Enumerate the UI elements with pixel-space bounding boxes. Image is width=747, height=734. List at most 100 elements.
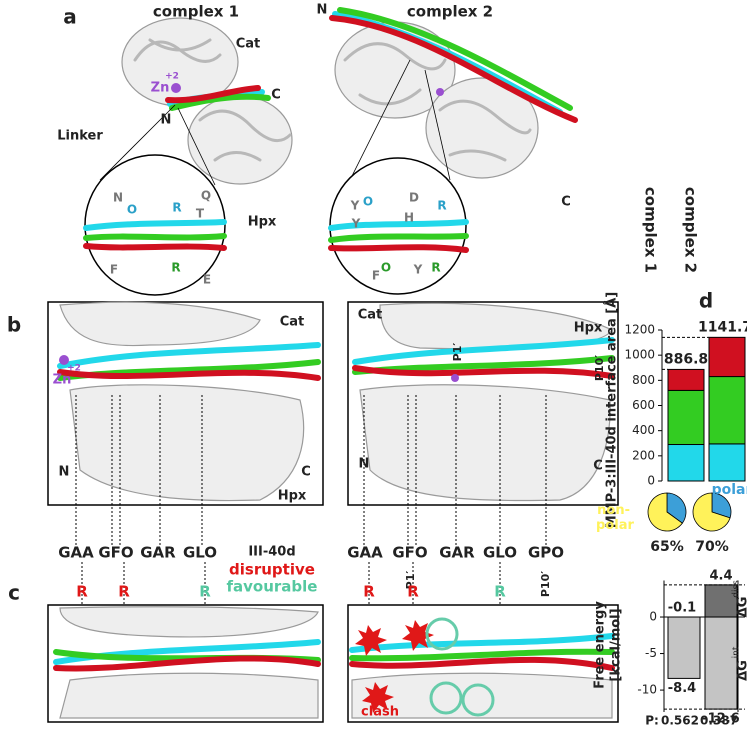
residue-label: Y	[350, 199, 360, 213]
label: P10′	[593, 355, 606, 381]
legend-label: ΔG	[736, 660, 747, 681]
residue-label: D	[409, 191, 419, 205]
label: Cat	[280, 315, 305, 330]
residue-label: R	[407, 583, 419, 601]
residue-label: H	[404, 211, 414, 225]
label: P1′	[451, 343, 464, 362]
total-label: 886.8	[664, 351, 708, 367]
triplet-label: GAR	[439, 544, 475, 562]
legend-label: ΔG	[736, 597, 747, 618]
y-tick-label: 800	[632, 373, 655, 387]
residue-label: N	[113, 191, 123, 205]
label: P1′	[404, 571, 417, 590]
detail-view	[47, 604, 619, 723]
bar-segment	[708, 376, 746, 445]
residue-label: R	[494, 583, 506, 601]
p-value: 0.562	[661, 714, 699, 728]
p-label: P:	[645, 714, 659, 728]
panel-title: complex 2	[407, 3, 493, 21]
protein-cartoon	[83, 7, 578, 296]
y-tick-label: 400	[632, 423, 655, 437]
label: C	[561, 195, 571, 210]
value-label: -12.6	[702, 712, 739, 727]
pie-legend: polar	[712, 482, 747, 498]
y-tick-label: 600	[632, 398, 655, 412]
column-header: complex 1	[642, 187, 660, 273]
residue-label: O	[363, 195, 373, 209]
residue-label: R	[431, 261, 440, 275]
y-tick-label: -5	[645, 646, 657, 660]
pie-slice	[692, 492, 731, 532]
value-label: 4.4	[709, 568, 732, 583]
residue-label: T	[196, 207, 205, 221]
label: C	[593, 459, 603, 474]
y-tick-label: -10	[637, 683, 657, 697]
y-axis-title: MMP-3:III-40d interface area [Å]	[604, 292, 620, 529]
bar	[704, 616, 738, 710]
residue-label: F	[372, 269, 380, 283]
y-axis-title: Free energy	[593, 601, 608, 689]
residue-label: R	[437, 199, 446, 213]
residue-label: O	[381, 261, 391, 275]
triplet-label: GFO	[392, 544, 427, 562]
bar	[667, 616, 701, 679]
label: disruptive	[229, 561, 315, 579]
bar-segment	[667, 444, 705, 482]
residue-label: R	[199, 583, 211, 601]
bar-segment	[708, 336, 746, 378]
triplet-label: GPO	[528, 544, 564, 562]
residue-label: Y	[351, 217, 361, 231]
panel-label: c	[8, 581, 20, 605]
y-tick-label: 0	[647, 474, 655, 488]
y-tick-label: 1000	[624, 348, 655, 362]
label: Zn	[53, 373, 72, 388]
value-label: -0.1	[668, 601, 696, 616]
y-tick-label: 0	[649, 610, 657, 624]
residue-label: R	[76, 583, 88, 601]
label: favourable	[227, 578, 318, 596]
triplet-label: GLO	[483, 544, 517, 562]
label: N	[359, 457, 370, 472]
label: Hpx	[574, 321, 603, 336]
bar-segment	[708, 443, 746, 482]
pie-value-label: 65%	[650, 539, 684, 555]
surface-view	[47, 301, 619, 506]
pie-slice	[647, 492, 683, 532]
residue-label: Y	[413, 263, 423, 277]
triplet-label: GLO	[183, 544, 217, 562]
residue-label: R	[171, 261, 180, 275]
bar-segment	[667, 368, 705, 391]
label: N	[161, 113, 172, 128]
value-label: -8.4	[668, 681, 696, 696]
residue-label: R	[363, 583, 375, 601]
label: clash	[361, 705, 399, 720]
label: C	[301, 465, 311, 480]
panel-label: a	[63, 5, 77, 29]
y-tick-label: 200	[632, 448, 655, 462]
label: Zn	[151, 81, 170, 96]
y-tick-label: 1200	[624, 323, 655, 337]
total-label: 1141.7	[698, 319, 747, 335]
triplet-label: GAA	[58, 544, 94, 562]
residue-label: F	[110, 263, 118, 277]
p-value: 0.387	[700, 714, 738, 728]
residue-label: R	[172, 201, 181, 215]
label: +2	[67, 364, 81, 374]
label: III-40d	[248, 545, 295, 560]
pie-legend-nonpolar: non-polar	[596, 503, 634, 533]
panel-label: d	[699, 289, 713, 313]
triplet-label: GAR	[140, 544, 176, 562]
label: Cat	[358, 308, 383, 323]
label: Cat	[236, 37, 261, 52]
legend-label-sup: diss	[732, 580, 742, 598]
residue-label: Q	[201, 189, 211, 203]
panel-label: b	[7, 313, 21, 337]
pie-slice	[666, 492, 687, 524]
pie-value-label: 70%	[695, 539, 729, 555]
triplet-label: GAA	[347, 544, 383, 562]
label: Hpx	[248, 215, 277, 230]
label: Hpx	[278, 489, 307, 504]
label: C	[271, 88, 281, 103]
